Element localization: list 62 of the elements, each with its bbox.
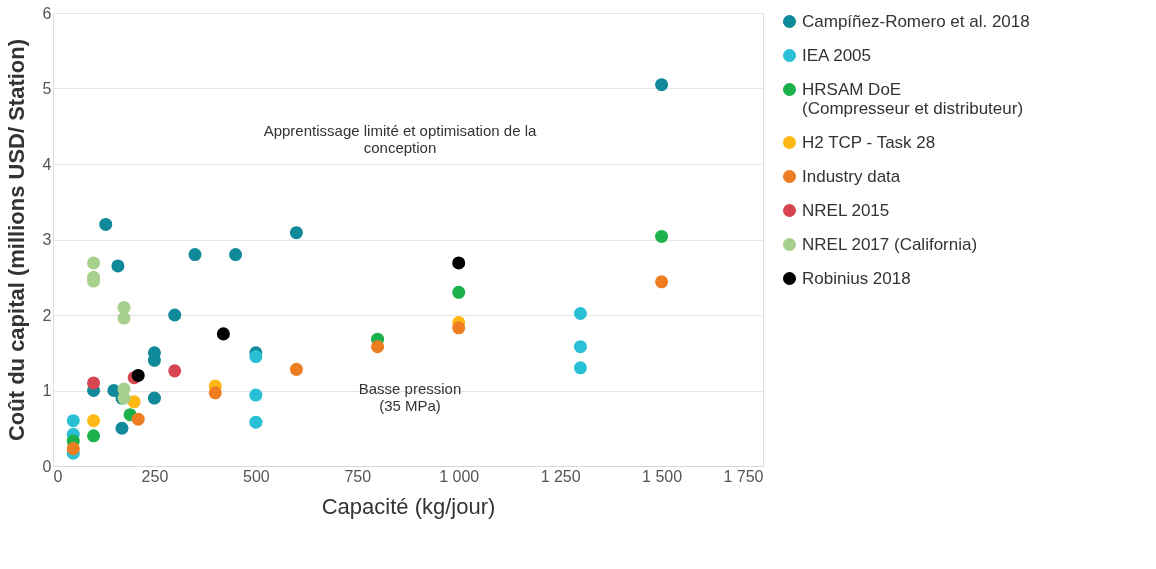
legend-label: Industry data (802, 166, 901, 186)
point (452, 256, 466, 270)
legend-label: NREL 2017 (California) (802, 234, 978, 254)
point (249, 415, 263, 429)
y-tick-label: 5 (42, 80, 52, 97)
annotation: Basse pression (35 MPa) (358, 380, 462, 414)
legend-label: H2 TCP - Task 28 (802, 132, 936, 152)
point (147, 391, 161, 405)
point (452, 285, 466, 299)
x-tick-label: 750 (344, 467, 372, 485)
legend-label: Robinius 2018 (802, 268, 911, 288)
point (168, 364, 182, 378)
x-tick-label: 1 000 (439, 467, 480, 485)
point (87, 376, 101, 390)
point (655, 275, 669, 289)
legend-label: HRSAM DoE (Compresseur et distributeur) (802, 79, 1024, 118)
point (127, 395, 141, 409)
point (117, 300, 131, 314)
x-axis-title: Capacité (kg/jour) (321, 493, 496, 519)
point (117, 311, 131, 325)
point (452, 321, 466, 335)
point (655, 78, 669, 92)
x-tick-label: 500 (243, 467, 270, 485)
point (87, 256, 101, 270)
point (229, 248, 243, 262)
point (168, 308, 182, 322)
point (573, 361, 587, 375)
annotation: Apprentissage limité et optimisation de la conception (263, 122, 537, 156)
y-tick-label: 3 (42, 231, 52, 248)
x-tick-label: 0 (53, 467, 63, 485)
point (131, 368, 145, 382)
point (371, 340, 385, 354)
point (99, 217, 113, 231)
point (66, 442, 80, 456)
y-tick-label: 2 (42, 306, 52, 324)
point (111, 259, 125, 273)
x-tick-label: 250 (141, 467, 169, 485)
point (573, 340, 587, 354)
x-tick-label: 1 250 (540, 467, 581, 485)
legend-label: Campíñez-Romero et al. 2018 (802, 11, 1030, 31)
y-tick-label: 4 (42, 155, 52, 173)
y-tick-label: 6 (42, 4, 52, 22)
legend-label: NREL 2015 (802, 200, 890, 220)
point (87, 414, 101, 428)
point (66, 414, 80, 428)
point (249, 388, 263, 402)
point (573, 306, 587, 320)
x-tick-label: 1 500 (642, 467, 683, 485)
x-tick-label: 1 750 (723, 467, 764, 485)
point (115, 421, 129, 435)
point (655, 229, 669, 243)
point (87, 429, 101, 443)
point (131, 412, 145, 426)
legend-label: IEA 2005 (802, 45, 872, 65)
y-tick-label: 1 (42, 382, 52, 399)
point (249, 350, 263, 364)
point (208, 386, 222, 400)
point (188, 248, 202, 262)
point (289, 362, 303, 376)
y-axis-title: Coût du capital (millions USD/ Station) (3, 38, 29, 442)
point (216, 327, 230, 341)
point (289, 226, 303, 240)
